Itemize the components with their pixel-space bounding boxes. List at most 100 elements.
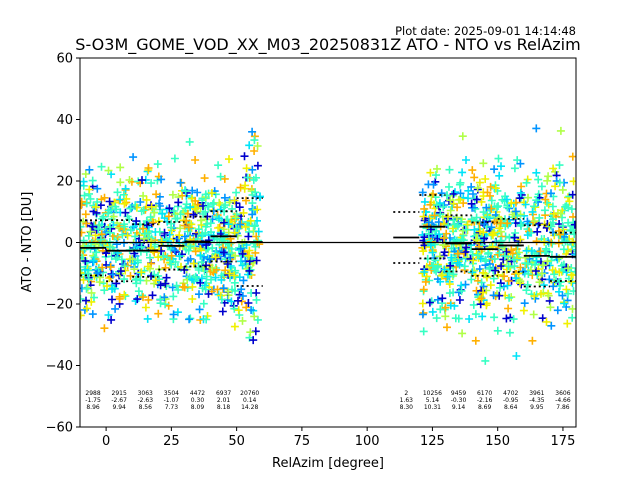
data-point [139, 293, 147, 302]
data-point [445, 182, 453, 191]
data-point [129, 153, 138, 162]
data-point [93, 184, 102, 193]
data-point [516, 188, 525, 197]
data-point [121, 208, 130, 217]
data-point [519, 306, 528, 315]
data-point [196, 278, 205, 287]
data-point [120, 222, 129, 231]
data-point [425, 298, 434, 307]
data-point [182, 216, 191, 225]
data-point [120, 275, 129, 284]
data-point [107, 224, 116, 233]
data-point [532, 196, 541, 205]
data-point [483, 213, 492, 222]
data-point [503, 203, 512, 212]
data-point [247, 306, 256, 314]
data-point [104, 209, 113, 218]
data-point [555, 268, 564, 277]
y-tick-label: −20 [46, 298, 73, 313]
bin-mean-label: -1.07 [164, 397, 180, 404]
data-point [555, 287, 563, 296]
data-point [556, 209, 565, 218]
bin-count-label: 6170 [477, 390, 492, 397]
data-point [105, 274, 114, 283]
data-point [88, 176, 97, 185]
data-point [441, 312, 450, 321]
data-point [536, 247, 545, 256]
data-point [176, 178, 185, 187]
data-point [113, 188, 122, 197]
data-point [220, 174, 229, 183]
data-point [242, 303, 251, 312]
data-point [224, 220, 233, 229]
data-point [171, 214, 180, 223]
data-point [80, 191, 89, 200]
chart-title: S-O3M_GOME_VOD_XX_M03_20250831Z ATO - NT… [75, 35, 580, 55]
data-point [116, 178, 125, 187]
data-point [139, 206, 148, 215]
data-point [211, 273, 220, 282]
data-point [252, 173, 260, 182]
data-point [80, 177, 88, 186]
data-point [558, 291, 567, 300]
data-point [204, 244, 212, 253]
data-point [252, 289, 261, 297]
data-point [446, 261, 455, 270]
data-point [154, 309, 163, 318]
data-point [250, 136, 259, 145]
data-point [242, 164, 251, 173]
data-point [472, 216, 481, 225]
data-point [547, 321, 556, 330]
data-point [523, 231, 532, 240]
data-point [458, 329, 467, 338]
data-point [568, 304, 576, 313]
data-point [230, 322, 239, 331]
data-point [567, 270, 576, 279]
data-point [555, 161, 564, 170]
data-point [475, 178, 484, 187]
data-point [219, 284, 228, 293]
data-point [455, 296, 464, 304]
data-point [148, 291, 157, 300]
plot-date: Plot date: 2025-09-01 14:14:48 [395, 24, 576, 38]
data-point [139, 191, 148, 200]
data-point [489, 291, 498, 300]
data-point [143, 229, 152, 238]
data-point [516, 277, 525, 286]
data-point [220, 218, 228, 227]
data-point [144, 164, 153, 172]
data-point [137, 268, 146, 277]
data-point [484, 249, 493, 258]
data-point [531, 260, 540, 269]
data-point [138, 291, 147, 300]
data-point [155, 199, 164, 208]
data-point [199, 210, 208, 218]
data-point [112, 240, 121, 249]
bin-count-label: 3961 [529, 390, 544, 397]
data-point [80, 201, 86, 210]
data-point [420, 197, 429, 206]
data-point [434, 218, 443, 227]
data-point [205, 255, 214, 263]
data-point [159, 252, 168, 260]
data-point [244, 299, 253, 307]
data-point [224, 287, 232, 296]
data-point [120, 290, 129, 299]
data-point [447, 253, 456, 262]
data-point [548, 266, 557, 275]
data-point [553, 306, 562, 315]
data-point [170, 154, 179, 163]
data-point [539, 281, 548, 290]
data-point [481, 356, 490, 365]
data-point [568, 190, 576, 199]
bin-mean-label: 5.14 [426, 397, 440, 404]
data-point [236, 183, 245, 192]
data-point [164, 212, 173, 221]
data-point [445, 289, 454, 298]
data-point [218, 307, 227, 316]
data-point [497, 162, 505, 171]
data-point [220, 233, 229, 242]
data-point [184, 256, 192, 265]
data-point [491, 266, 500, 275]
data-point [250, 222, 259, 231]
